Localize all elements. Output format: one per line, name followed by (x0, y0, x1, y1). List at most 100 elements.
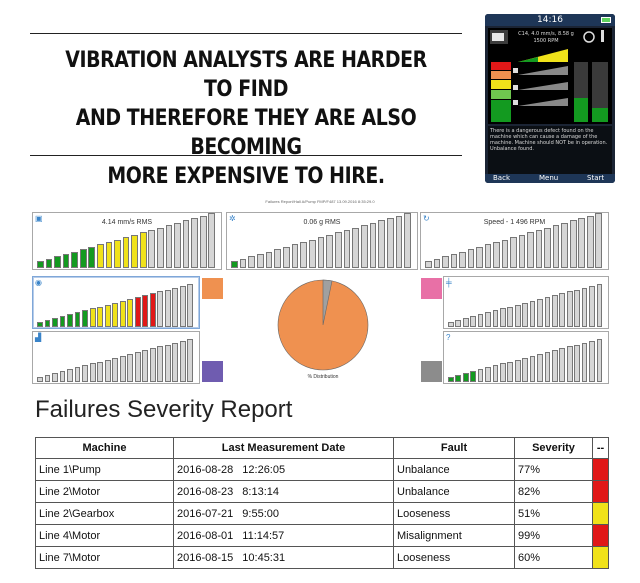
meter-bar (97, 361, 104, 382)
device-message: There is a dangerous defect found on the… (488, 126, 612, 178)
gear-icon (583, 31, 595, 43)
meter-bar (165, 225, 173, 268)
meter-bar (492, 365, 499, 382)
acceleration-panel[interactable]: ✲ 0.06 g RMS (226, 212, 418, 270)
start-softkey[interactable]: Start (587, 174, 605, 182)
column-header[interactable]: -- (592, 437, 609, 459)
column-header[interactable]: Severity (514, 437, 593, 459)
meter-bar (529, 355, 536, 382)
date-cell: 2016-07-21 9:55:00 (173, 502, 394, 525)
meter-bar (501, 239, 509, 268)
meter-bar (119, 355, 126, 382)
meter-bar (127, 353, 134, 382)
misalignment-bars (448, 283, 604, 327)
speed-value: Speed - 1 496 RPM (483, 219, 546, 226)
meter-bar (134, 297, 141, 327)
pie-slice-other (322, 279, 333, 326)
meter-bar (67, 369, 73, 382)
meter-bar (544, 297, 551, 327)
meter-bar (257, 253, 264, 268)
meter-bar (462, 372, 469, 382)
misalignment-panel[interactable]: ╪ (443, 276, 609, 329)
machine-icon (492, 33, 504, 41)
meter-bar (470, 315, 477, 327)
unknown-fault-panel[interactable]: ? (443, 331, 609, 384)
date-cell: 2016-08-28 12:26:05 (173, 458, 394, 481)
column-header[interactable]: Machine (35, 437, 174, 459)
fault-cell: Unbalance (393, 458, 515, 481)
question-icon: ? (446, 333, 451, 342)
meter-bar (561, 222, 569, 268)
back-softkey[interactable]: Back (493, 174, 510, 182)
meter-bar (527, 232, 534, 268)
meter-bar (54, 256, 61, 268)
meter-bar (470, 370, 477, 382)
meter-bar (537, 298, 543, 327)
table-row[interactable]: Line 4\Motor 2016-08-01 11:14:57 Misalignme… (35, 524, 609, 547)
looseness-bars (37, 338, 195, 382)
meter-bar (119, 300, 126, 327)
meter-bar (45, 258, 53, 268)
meter-bar (552, 295, 558, 327)
speed-panel[interactable]: ↻ Speed - 1 496 RPM (420, 212, 609, 270)
date-cell: 2016-08-01 11:14:57 (173, 524, 394, 547)
meter-bar (485, 367, 491, 382)
meter-bar (522, 302, 529, 327)
meter-bar (74, 367, 81, 382)
machine-cell: Line 2\Gearbox (35, 502, 174, 525)
meter-bar (172, 342, 179, 382)
meter-bar (544, 227, 551, 268)
acceleration-bars (231, 212, 413, 268)
meter-bar (343, 229, 351, 268)
severity-indicator (592, 458, 609, 481)
meter-bar (89, 308, 96, 327)
meter-bar (89, 363, 96, 382)
meter-bar (581, 342, 588, 382)
meter-bar (44, 319, 51, 327)
meter-bar (361, 225, 368, 268)
meter-bar (142, 350, 149, 382)
severity-color-box (593, 547, 608, 568)
table-row[interactable]: Line 1\Pump 2016-08-28 12:26:05 Unbalance 77… (35, 458, 609, 481)
misalignment-icon: ╪ (446, 278, 452, 287)
velocity-panel[interactable]: ▣ 4.14 mm/s RMS (32, 212, 222, 270)
handheld-device: 14:16 (485, 14, 615, 183)
column-header[interactable]: Fault (393, 437, 515, 459)
meter-bar (442, 256, 449, 268)
meter-bar (59, 315, 66, 327)
unbalance-panel[interactable]: ◉ (32, 276, 200, 329)
meter-bar (148, 229, 156, 268)
table-row[interactable]: Line 2\Gearbox 2016-07-21 9:55:00 Looseness… (35, 502, 609, 525)
table-row[interactable]: Line 2\Motor 2016-08-23 8:13:14 Unbalance 82… (35, 480, 609, 503)
velocity-bars (37, 212, 217, 268)
meter-bar (574, 289, 581, 327)
severity-cell: 51% (514, 502, 593, 525)
speed-icon: ↻ (423, 214, 430, 223)
fault-cell: Unbalance (393, 480, 515, 503)
meter-bar (459, 251, 466, 268)
meter-bar (586, 215, 594, 268)
meter-bar (157, 346, 164, 382)
column-header[interactable]: Last Measurement Date (173, 437, 394, 459)
meter-bar (248, 256, 256, 268)
meter-bar (484, 244, 492, 268)
menu-softkey[interactable]: Menu (539, 174, 559, 182)
meter-bar (507, 361, 514, 382)
table-row[interactable]: Line 7\Motor 2016-08-15 10:45:31 Looseness 6… (35, 546, 609, 569)
meter-bar (352, 227, 360, 268)
meter-bar (149, 348, 156, 382)
meter-bar (448, 321, 454, 327)
meter-bar (578, 217, 586, 268)
looseness-panel[interactable]: ▟ (32, 331, 200, 384)
meter-bar (187, 338, 194, 382)
meter-bar (157, 227, 164, 268)
meter-bar (309, 239, 316, 268)
meter-bar (595, 213, 603, 268)
device-right-meters (574, 62, 608, 122)
meter-bar (174, 222, 181, 268)
severity-cell: 60% (514, 546, 593, 569)
time-value: 10:45:31 (242, 551, 286, 564)
severity-indicator (592, 502, 609, 525)
meter-bar (208, 213, 216, 268)
meter-bar (537, 353, 543, 382)
